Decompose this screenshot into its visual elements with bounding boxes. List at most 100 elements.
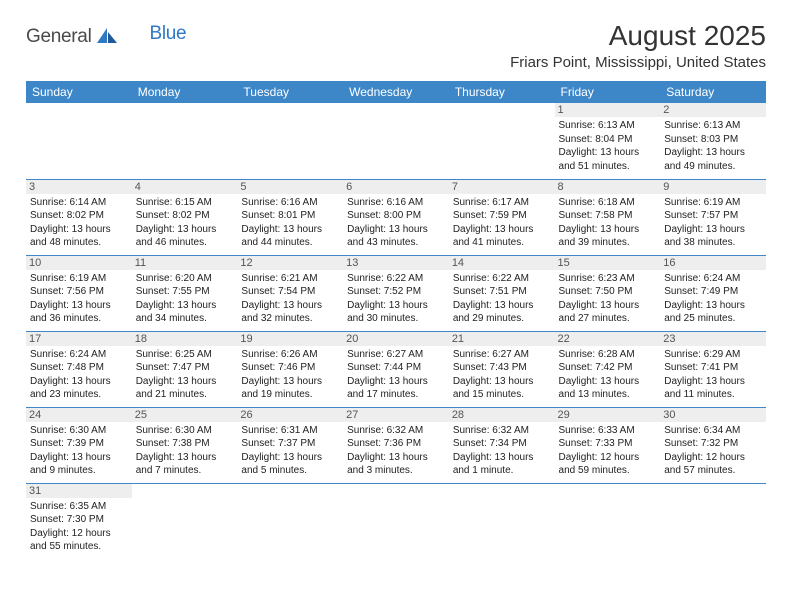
day-number: 25 [132,408,238,422]
day-info-line: Sunrise: 6:33 AM [559,424,657,438]
calendar-day-cell: 9Sunrise: 6:19 AMSunset: 7:57 PMDaylight… [660,179,766,255]
day-info-line: Daylight: 13 hours [30,451,128,465]
calendar-day-cell: 10Sunrise: 6:19 AMSunset: 7:56 PMDayligh… [26,255,132,331]
day-number: 5 [237,180,343,194]
day-info-line: Sunset: 7:48 PM [30,361,128,375]
calendar-day-cell: 22Sunrise: 6:28 AMSunset: 7:42 PMDayligh… [555,331,661,407]
day-info-line: Sunrise: 6:25 AM [136,348,234,362]
calendar-day-cell: 21Sunrise: 6:27 AMSunset: 7:43 PMDayligh… [449,331,555,407]
weekday-header: Friday [555,81,661,103]
day-info-line: Sunset: 7:33 PM [559,437,657,451]
day-info-line: Daylight: 13 hours [241,223,339,237]
day-info-line: Sunset: 7:50 PM [559,285,657,299]
day-info-line: Sunrise: 6:22 AM [453,272,551,286]
day-number: 17 [26,332,132,346]
weekday-header: Thursday [449,81,555,103]
day-info-line: Sunrise: 6:21 AM [241,272,339,286]
day-info-line: Daylight: 13 hours [347,223,445,237]
day-number: 19 [237,332,343,346]
calendar-day-cell: 27Sunrise: 6:32 AMSunset: 7:36 PMDayligh… [343,407,449,483]
weekday-header: Sunday [26,81,132,103]
calendar-day-cell: 17Sunrise: 6:24 AMSunset: 7:48 PMDayligh… [26,331,132,407]
day-info-line: and 34 minutes. [136,312,234,326]
day-info-line: Daylight: 13 hours [136,299,234,313]
day-info-line: Sunrise: 6:34 AM [664,424,762,438]
day-info-line: Daylight: 12 hours [30,527,128,541]
day-info-line: Daylight: 13 hours [241,299,339,313]
day-info-line: and 29 minutes. [453,312,551,326]
sail-icon [96,27,118,50]
calendar-day-cell: 3Sunrise: 6:14 AMSunset: 8:02 PMDaylight… [26,179,132,255]
day-info-line: Daylight: 13 hours [559,375,657,389]
calendar-day-cell [343,103,449,179]
calendar-day-cell [449,483,555,559]
day-info-line: Sunrise: 6:16 AM [347,196,445,210]
day-info-line: Daylight: 13 hours [241,451,339,465]
day-info-line: and 23 minutes. [30,388,128,402]
calendar-day-cell [343,483,449,559]
day-info-line: and 30 minutes. [347,312,445,326]
calendar-day-cell: 25 Sunrise: 6:30 AMSunset: 7:38 PMDayligh… [132,407,238,483]
day-number: 24 [26,408,132,422]
month-title: August 2025 [510,20,766,52]
day-info-line: and 41 minutes. [453,236,551,250]
calendar-day-cell: 24 Sunrise: 6:30 AMSunset: 7:39 PMDayligh… [26,407,132,483]
weekday-header: Saturday [660,81,766,103]
day-info-line: Sunrise: 6:24 AM [30,348,128,362]
day-number: 10 [26,256,132,270]
day-info-line: Sunset: 7:46 PM [241,361,339,375]
header-right: August 2025 Friars Point, Mississippi, U… [510,20,766,75]
day-info-line: and 11 minutes. [664,388,762,402]
day-info-line: Sunrise: 6:16 AM [241,196,339,210]
day-number: 28 [449,408,555,422]
day-info-line: Sunrise: 6:23 AM [559,272,657,286]
day-info-line: Daylight: 12 hours [664,451,762,465]
calendar-day-cell: 16Sunrise: 6:24 AMSunset: 7:49 PMDayligh… [660,255,766,331]
day-info-line: Sunrise: 6:30 AM [30,424,128,438]
calendar-day-cell: 20Sunrise: 6:27 AMSunset: 7:44 PMDayligh… [343,331,449,407]
day-info-line: Sunset: 8:03 PM [664,133,762,147]
day-info-line: and 59 minutes. [559,464,657,478]
day-number: 18 [132,332,238,346]
calendar-day-cell [555,483,661,559]
calendar-day-cell: 23Sunrise: 6:29 AMSunset: 7:41 PMDayligh… [660,331,766,407]
day-info-line: Sunset: 7:58 PM [559,209,657,223]
day-info-line: Daylight: 13 hours [136,375,234,389]
day-info-line: Sunset: 7:59 PM [453,209,551,223]
calendar-day-cell: 29Sunrise: 6:33 AMSunset: 7:33 PMDayligh… [555,407,661,483]
day-info-line: and 43 minutes. [347,236,445,250]
day-info-line: Daylight: 13 hours [347,451,445,465]
calendar-day-cell: 28Sunrise: 6:32 AMSunset: 7:34 PMDayligh… [449,407,555,483]
day-info-line: Sunrise: 6:13 AM [559,119,657,133]
day-info-line: and 13 minutes. [559,388,657,402]
day-info-line: Sunrise: 6:20 AM [136,272,234,286]
day-info-line: Sunset: 7:54 PM [241,285,339,299]
day-info-line: Daylight: 13 hours [136,451,234,465]
calendar-day-cell: 2Sunrise: 6:13 AMSunset: 8:03 PMDaylight… [660,103,766,179]
day-info-line: Sunset: 7:36 PM [347,437,445,451]
day-info-line: Sunset: 7:42 PM [559,361,657,375]
calendar-day-cell: 26Sunrise: 6:31 AMSunset: 7:37 PMDayligh… [237,407,343,483]
day-info-line: Sunset: 7:41 PM [664,361,762,375]
day-info-line: Sunrise: 6:19 AM [30,272,128,286]
calendar-day-cell: 19Sunrise: 6:26 AMSunset: 7:46 PMDayligh… [237,331,343,407]
day-info-line: Sunset: 7:38 PM [136,437,234,451]
day-info-line: and 3 minutes. [347,464,445,478]
day-info-line: Sunset: 7:44 PM [347,361,445,375]
day-info-line: Sunrise: 6:30 AM [136,424,234,438]
day-info-line: Sunset: 7:57 PM [664,209,762,223]
day-number: 26 [237,408,343,422]
day-info-line: Sunset: 8:01 PM [241,209,339,223]
day-info-line: and 1 minute. [453,464,551,478]
day-info-line: Sunrise: 6:19 AM [664,196,762,210]
calendar-table: Sunday Monday Tuesday Wednesday Thursday… [26,81,766,559]
day-info-line: Sunset: 7:51 PM [453,285,551,299]
day-info-line: Sunrise: 6:27 AM [453,348,551,362]
day-info-line: Sunrise: 6:15 AM [136,196,234,210]
weekday-header: Monday [132,81,238,103]
day-info-line: Sunset: 7:39 PM [30,437,128,451]
calendar-week-row: 1Sunrise: 6:13 AMSunset: 8:04 PMDaylight… [26,103,766,179]
day-info-line: Daylight: 12 hours [559,451,657,465]
day-number: 30 [660,408,766,422]
day-info-line: and 39 minutes. [559,236,657,250]
